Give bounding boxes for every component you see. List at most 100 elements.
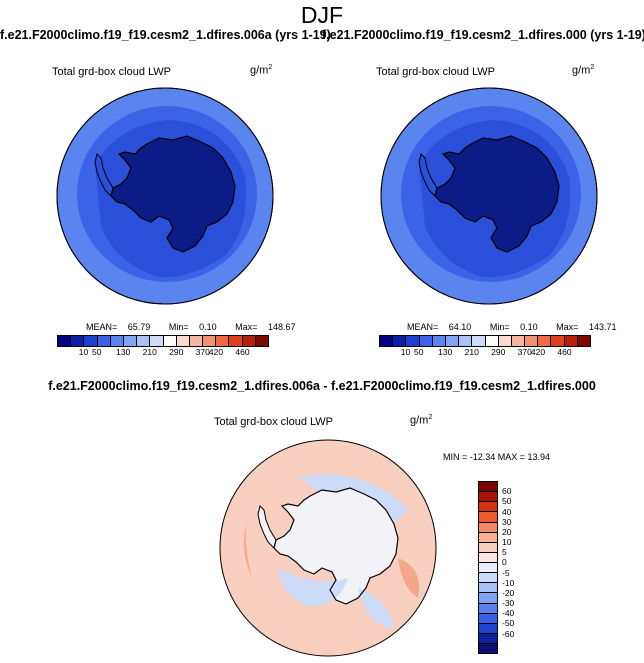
panel-1-map xyxy=(56,87,274,305)
colorbar-swatch xyxy=(97,336,111,346)
colorbar-swatch xyxy=(485,336,499,346)
colorbar-swatch xyxy=(479,492,497,503)
colorbar-swatch xyxy=(432,336,446,346)
colorbar-tick-label: 0 xyxy=(502,557,507,568)
colorbar-swatch xyxy=(551,336,565,346)
colorbar-swatch xyxy=(479,482,497,493)
colorbar-swatch xyxy=(176,336,190,346)
colorbar-swatch xyxy=(479,552,497,563)
map-antarctic-core xyxy=(274,488,398,604)
colorbar-tick-label: 10 xyxy=(78,347,89,357)
panel-1-variable-label: Total grd-box cloud LWP xyxy=(52,66,172,78)
colorbar-swatch xyxy=(189,336,204,346)
panel-1-units: g/m2 xyxy=(250,64,273,77)
colorbar-swatch xyxy=(459,336,473,346)
map-peninsula xyxy=(419,154,437,196)
colorbar-swatch xyxy=(564,336,578,346)
panel-2-colorbar: 10 50 130 210 290 370 420 460 xyxy=(379,335,591,359)
colorbar-tick-label: -5 xyxy=(502,567,510,578)
colorbar-swatch xyxy=(479,613,497,624)
colorbar-tick-label: 290 xyxy=(491,347,506,357)
map-peninsula xyxy=(258,506,276,548)
colorbar-tick-label: -30 xyxy=(502,598,515,609)
colorbar-tick-label: 130 xyxy=(116,347,131,357)
colorbar-tick-label: 210 xyxy=(142,347,157,357)
map-peninsula-coastline xyxy=(418,153,438,197)
panel-1-case-title: f.e21.F2000climo.f19_f19.cesm2_1.dfires.… xyxy=(0,28,331,42)
panel-1-colorbar: 10 50 130 210 290 370 420 460 xyxy=(57,335,269,359)
colorbar-tick-label: 10 xyxy=(400,347,411,357)
map-peninsula-coastline xyxy=(257,505,277,549)
colorbar-tick-label: -40 xyxy=(502,608,515,619)
colorbar-tick-label: 420 xyxy=(208,347,224,357)
panel-2-variable-label: Total grd-box cloud LWP xyxy=(376,66,496,78)
colorbar-swatch xyxy=(255,336,268,346)
panel-2-case-title: f.e21.F2000climo.f19_f19.cesm2_1.dfires.… xyxy=(322,28,644,42)
colorbar-swatch xyxy=(498,336,512,346)
map-antarctic-core xyxy=(111,136,235,252)
colorbar-tick-label: 130 xyxy=(438,347,453,357)
colorbar-swatch xyxy=(525,336,539,346)
colorbar-swatch xyxy=(216,336,230,346)
colorbar-swatch xyxy=(380,336,394,346)
diff-minmax: MIN = -12.34 MAX = 13.94 xyxy=(443,452,551,462)
colorbar-tick-label: -60 xyxy=(502,628,515,639)
colorbar-swatch xyxy=(538,336,552,346)
colorbar-swatch xyxy=(242,336,256,346)
map-coastline xyxy=(273,487,399,605)
colorbar-tick-label: 60 xyxy=(502,486,512,497)
colorbar-swatch xyxy=(577,336,590,346)
diff-case-title: f.e21.F2000climo.f19_f19.cesm2_1.dfires.… xyxy=(48,379,596,393)
colorbar-swatch xyxy=(123,336,138,346)
map-antarctic-core xyxy=(435,136,559,252)
colorbar-tick-label: 370 xyxy=(517,347,532,357)
colorbar-tick-label: -50 xyxy=(502,618,515,629)
diff-map xyxy=(219,439,437,657)
colorbar-tick-label: 50 xyxy=(502,496,512,507)
colorbar-tick-label: 370 xyxy=(195,347,210,357)
colorbar-swatch xyxy=(71,336,85,346)
map-border xyxy=(56,87,274,305)
colorbar-swatch xyxy=(406,336,420,346)
colorbar-swatch xyxy=(479,593,497,604)
map-coastline xyxy=(110,135,236,253)
colorbar-tick-label: 40 xyxy=(502,506,512,517)
colorbar-swatch xyxy=(445,336,460,346)
map-peninsula xyxy=(95,154,113,196)
colorbar-tick-label: 460 xyxy=(557,347,572,357)
map-border xyxy=(380,87,598,305)
colorbar-swatch xyxy=(479,522,497,533)
colorbar-swatch xyxy=(479,532,497,543)
colorbar-swatch xyxy=(479,573,497,584)
map-blue-patch xyxy=(358,588,394,628)
colorbar-swatch xyxy=(419,336,433,346)
colorbar-swatch xyxy=(479,512,497,523)
colorbar-swatch xyxy=(58,336,72,346)
colorbar-tick-label: 420 xyxy=(530,347,546,357)
colorbar-tick-label: 210 xyxy=(464,347,479,357)
colorbar-swatch xyxy=(479,583,497,594)
map-peninsula-coastline xyxy=(94,153,114,197)
colorbar-swatch xyxy=(472,336,486,346)
colorbar-tick-label: 5 xyxy=(502,547,507,558)
map-salmon-patch xyxy=(243,518,252,578)
panel-2-units: g/m2 xyxy=(572,64,595,77)
colorbar-tick-label: 290 xyxy=(169,347,184,357)
colorbar-swatch xyxy=(511,336,526,346)
colorbar-swatch xyxy=(479,502,497,513)
colorbar-tick-label: 50 xyxy=(92,347,102,357)
colorbar-swatch xyxy=(203,336,217,346)
map-salmon-patch xyxy=(398,558,420,598)
colorbar-swatch xyxy=(150,336,164,346)
colorbar-tick-label: 10 xyxy=(502,537,512,548)
colorbar-tick-label: 460 xyxy=(235,347,250,357)
colorbar-swatch xyxy=(137,336,151,346)
panel-2-stats: MEAN= 64.10 Min= 0.10 Max= 143.71 xyxy=(407,322,617,332)
colorbar-swatch xyxy=(479,623,497,634)
colorbar-tick-label: 30 xyxy=(502,516,512,527)
panel-1-stats: MEAN= 65.79 Min= 0.10 Max= 148.67 xyxy=(86,322,296,332)
colorbar-tick-label: 20 xyxy=(502,526,512,537)
colorbar-swatch xyxy=(479,603,497,614)
colorbar-tick-label: 50 xyxy=(414,347,424,357)
panel-2-map xyxy=(380,87,598,305)
